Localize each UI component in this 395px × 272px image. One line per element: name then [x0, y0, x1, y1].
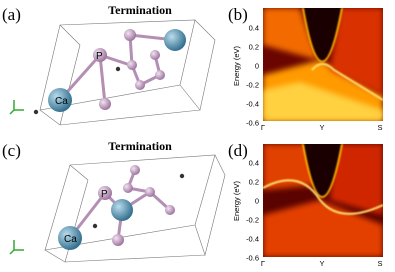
y-tick-label: 0	[255, 197, 259, 206]
y-tick-label: -0.4	[246, 100, 259, 109]
y-axis-label: Energy (eV)	[232, 45, 241, 86]
x-tick-label: S	[377, 259, 382, 268]
x-tick-label: Γ	[261, 123, 265, 132]
y-tick-label: -0.4	[246, 235, 259, 244]
y-tick-label: 0.4	[249, 24, 259, 33]
panel-label: (b)	[228, 5, 248, 24]
y-tick-label: 0.2	[249, 178, 259, 187]
panel-label: (c)	[2, 141, 21, 160]
panel-title: Termination	[108, 139, 172, 153]
y-tick-label: -0.2	[246, 81, 259, 90]
panel-d: (d) Energy (eV) 0.4 0.2 0 -0.2 -0.4 -0.6Γ Y S	[228, 141, 383, 268]
x-tick-label: Y	[319, 259, 324, 268]
atom-label: Ca	[64, 234, 77, 245]
x-tick-label: Γ	[261, 259, 265, 268]
panel-b: (b) Energy (eV) 0.4 0.2 0 -0.2 -0.4 -0.6 Γ Y S	[228, 5, 383, 132]
panel-a: (a) Termination P Ca	[2, 3, 216, 126]
y-tick-label: 0.4	[249, 159, 259, 168]
y-axis-label: Energy (eV)	[232, 180, 241, 221]
x-tick-label: Y	[319, 123, 324, 132]
panel-c: (c) Termination P Ca	[2, 139, 226, 263]
panel-label: (a)	[2, 5, 21, 24]
y-ticks: 0.4 0.2 0 -0.2 -0.4 -0.6Γ Y S	[246, 159, 382, 269]
y-tick-label: 0.2	[249, 43, 259, 52]
atom-label: Ca	[55, 96, 68, 107]
x-tick-label: S	[377, 123, 382, 132]
y-tick-label: 0	[255, 62, 259, 71]
atom-label: P	[101, 189, 108, 200]
y-tick-label: -0.2	[246, 216, 259, 225]
y-tick-label: -0.6	[246, 119, 259, 128]
panel-title: Termination	[108, 3, 172, 17]
y-tick-label: -0.6	[246, 254, 259, 263]
panel-label: (d)	[228, 141, 248, 160]
atom-label: P	[96, 51, 103, 62]
